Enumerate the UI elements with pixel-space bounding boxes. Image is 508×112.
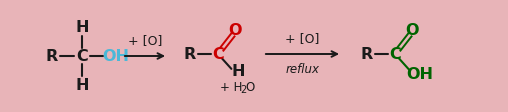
Text: + [O]: + [O]: [285, 32, 320, 45]
Text: H: H: [232, 64, 245, 79]
Text: C: C: [76, 48, 88, 64]
Text: C: C: [212, 46, 224, 61]
Text: R: R: [184, 46, 196, 61]
Text: OH: OH: [406, 67, 433, 82]
Text: R: R: [361, 46, 373, 61]
Text: R: R: [46, 48, 58, 64]
Text: H: H: [75, 78, 89, 93]
Text: + [O]: + [O]: [128, 34, 162, 47]
Text: O: O: [228, 23, 241, 38]
Text: reflux: reflux: [285, 63, 320, 76]
Text: + H: + H: [220, 81, 242, 94]
Text: OH: OH: [103, 48, 130, 64]
Text: H: H: [75, 19, 89, 34]
Text: O: O: [405, 23, 419, 38]
Text: 2: 2: [240, 85, 246, 95]
Text: O: O: [245, 81, 254, 94]
Text: C: C: [389, 46, 401, 61]
